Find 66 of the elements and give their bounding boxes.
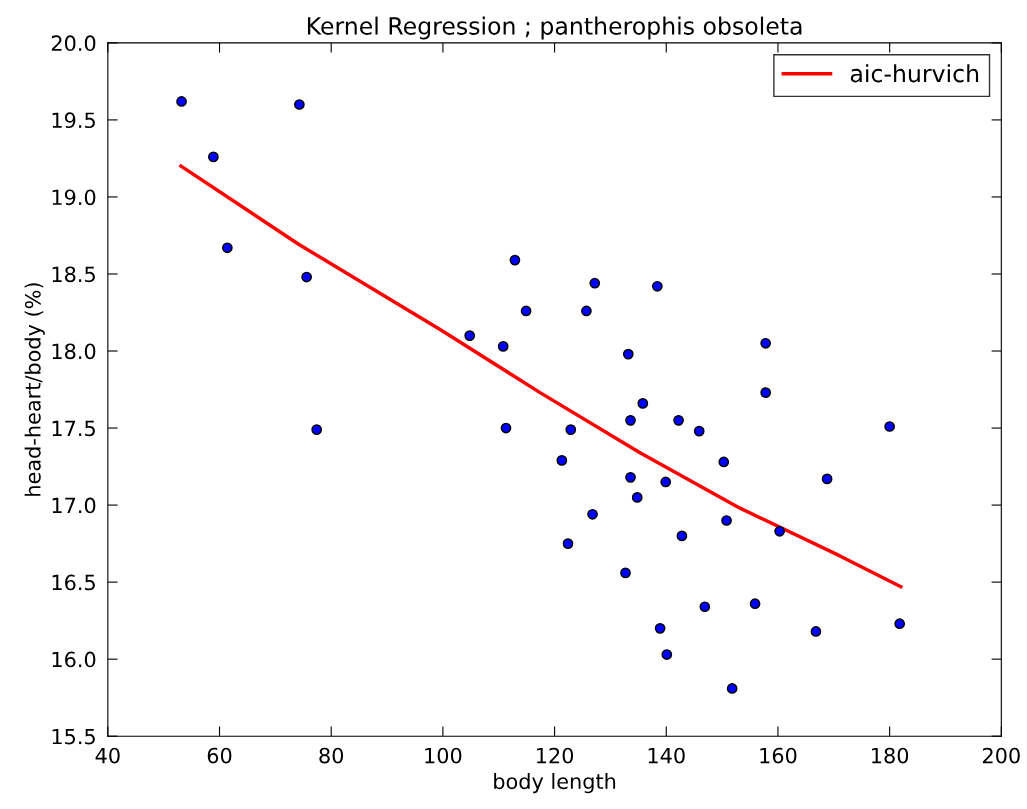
x-tick-label: 100 [425, 747, 462, 764]
y-tick-label: 18.0 [52, 343, 96, 360]
point [520, 305, 532, 317]
x-tick-label: 40 [95, 747, 120, 764]
point [587, 508, 598, 520]
y-tick-label: 19.5 [52, 112, 95, 129]
y-tick-label: 19.0 [52, 189, 96, 206]
point [208, 151, 219, 163]
x-axis-title: body length [494, 773, 616, 794]
point [894, 618, 906, 630]
point [673, 414, 684, 426]
point [774, 525, 785, 537]
point [654, 622, 666, 634]
point [721, 515, 732, 526]
point [625, 471, 636, 483]
x-tick-label: 120 [536, 747, 574, 764]
point [699, 601, 711, 613]
point [562, 538, 574, 549]
point [497, 341, 509, 352]
point [810, 626, 822, 637]
point [631, 492, 643, 503]
point [176, 96, 187, 107]
x-tick-label: 80 [319, 747, 344, 764]
point [565, 424, 577, 435]
point [749, 598, 761, 610]
y-tick-label: 18.5 [52, 266, 95, 283]
point [294, 99, 305, 110]
y-axis-title: head-heart/body (%) [24, 283, 45, 496]
y-tick-label: 16.5 [52, 574, 95, 591]
y-tick-label: 20.0 [51, 35, 96, 52]
point [821, 473, 833, 485]
x-tick-label: 160 [760, 747, 797, 764]
point [581, 305, 592, 317]
point [884, 421, 895, 432]
point [718, 456, 730, 468]
y-tick-label: 17.0 [52, 497, 96, 514]
point [589, 277, 601, 289]
y-tick-label: 16.0 [52, 651, 96, 668]
point [637, 398, 649, 409]
x-tick-label: 60 [207, 747, 232, 764]
point [221, 242, 233, 254]
point [651, 280, 663, 292]
point [301, 271, 312, 283]
point [693, 425, 705, 437]
point [760, 387, 772, 398]
point [661, 649, 673, 660]
x-tick-label: 180 [872, 747, 909, 764]
point [726, 683, 738, 694]
x-tick-label: 140 [648, 747, 685, 764]
point [625, 414, 636, 426]
x-tick-label: 200 [982, 747, 1020, 764]
legend-label: aic-hurvich [850, 64, 979, 83]
chart-title: Kernel Regression ; pantherophis obsoleta [307, 16, 802, 40]
point [464, 330, 476, 341]
point [500, 422, 512, 434]
y-tick-label: 17.5 [52, 420, 95, 437]
point [509, 254, 521, 266]
point [622, 348, 634, 360]
point [620, 567, 631, 579]
line-series [179, 164, 903, 589]
point [556, 455, 568, 466]
point [660, 476, 672, 488]
point [311, 424, 323, 435]
point [676, 530, 688, 542]
y-tick-label: 15.5 [52, 728, 95, 745]
point [760, 337, 772, 349]
